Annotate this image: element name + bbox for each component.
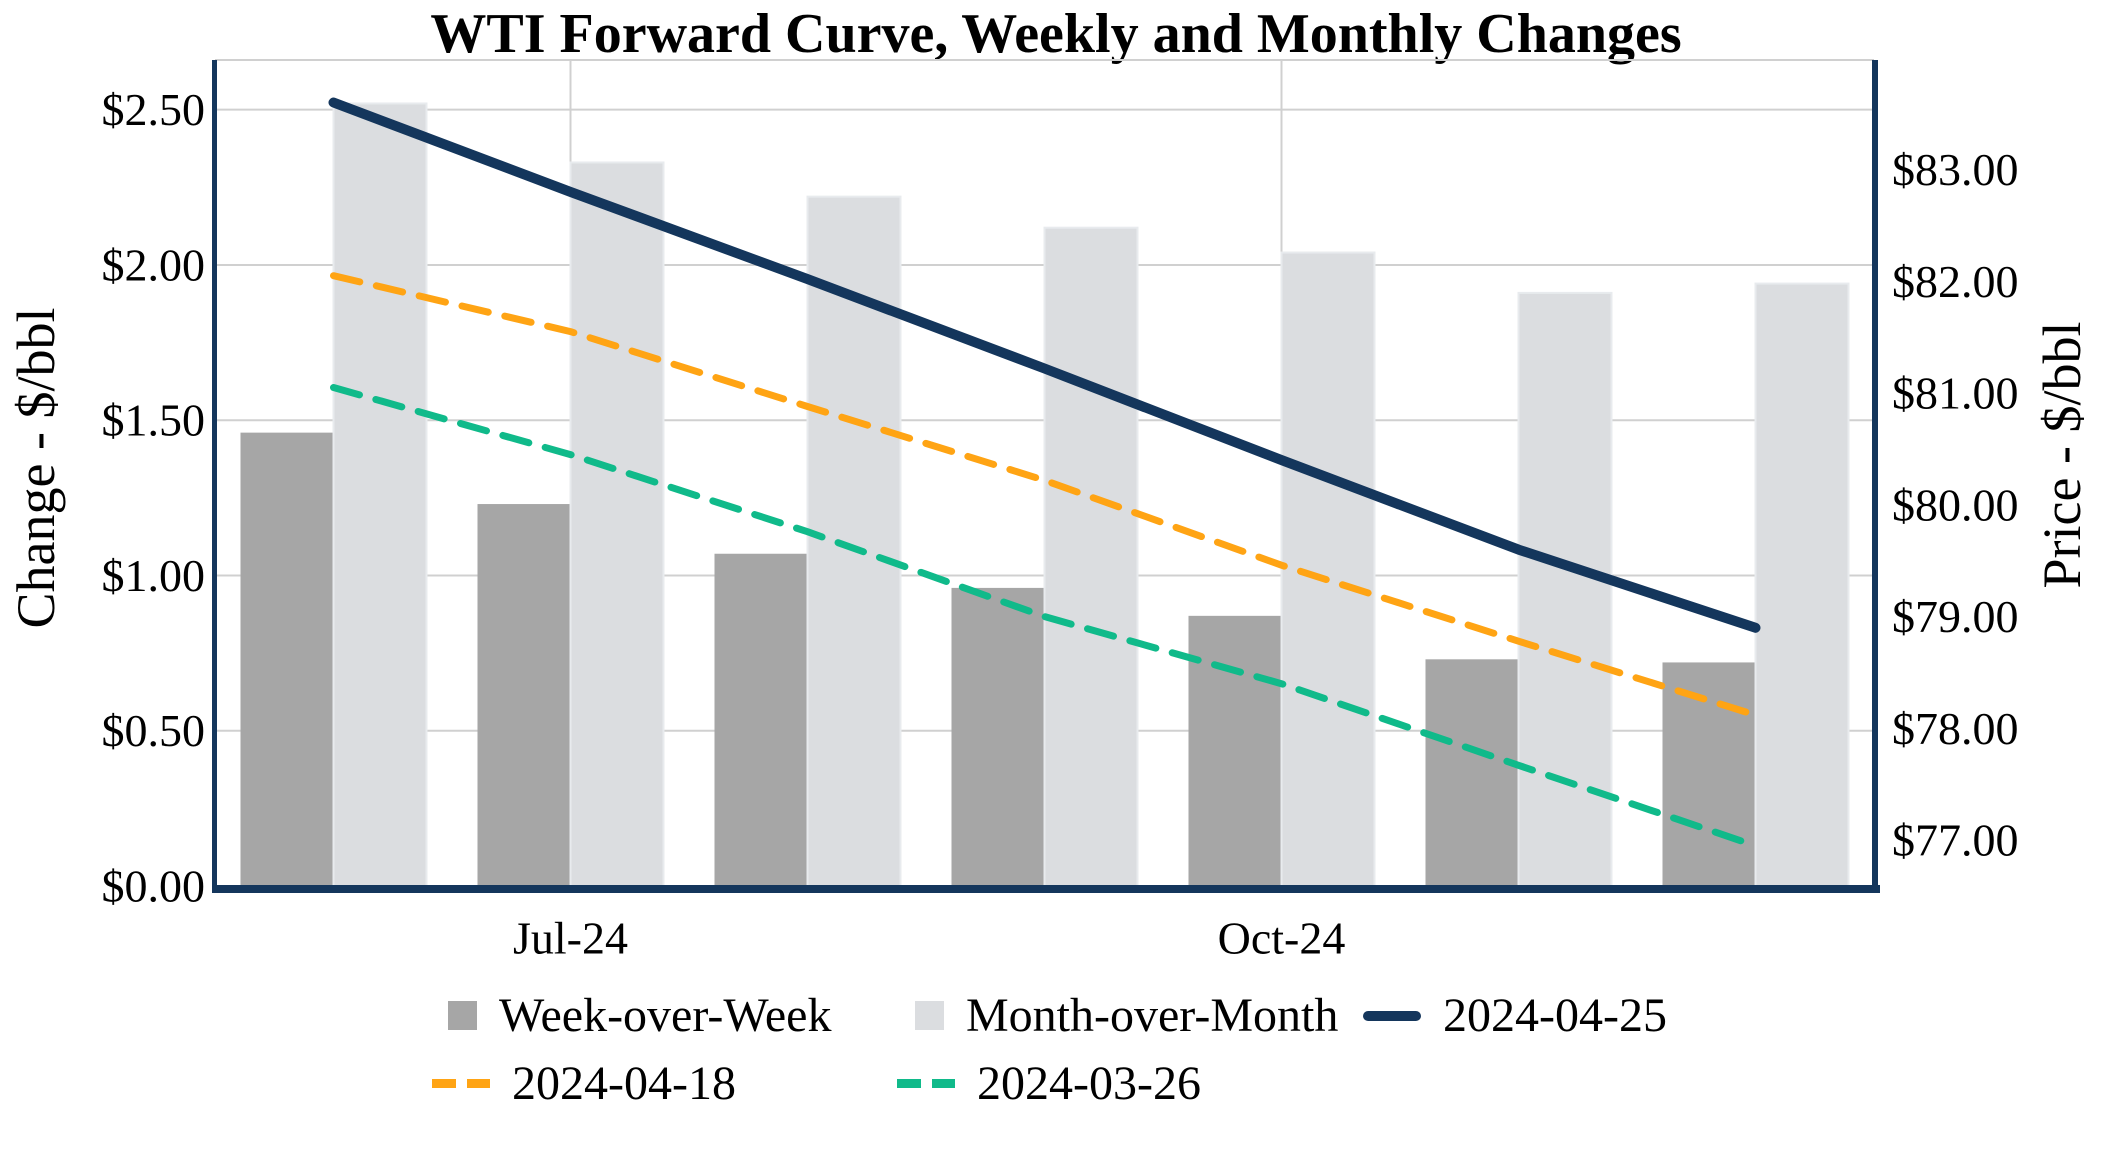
legend-label: Month-over-Month xyxy=(966,989,1339,1042)
right-axis-tick-label: $82.00 xyxy=(1892,256,2019,307)
line-2024-04-18 xyxy=(330,272,1759,719)
bar-month-over-month-6 xyxy=(1754,282,1850,888)
legend-item-week-over-week: Week-over-Week xyxy=(448,988,831,1043)
bar-week-over-week-6 xyxy=(1662,662,1756,886)
right-axis-tick-label: $81.00 xyxy=(1892,368,2019,419)
right-axis-tick-label: $78.00 xyxy=(1892,703,2019,754)
x-axis-tick-label: Jul-24 xyxy=(513,913,628,964)
bar-month-over-month-4 xyxy=(1280,251,1376,888)
week-over-week-swatch-icon xyxy=(448,1001,477,1030)
left-axis-title: Change - $/bbl xyxy=(6,307,66,629)
bar-month-over-month-1 xyxy=(569,161,665,887)
chart-title: WTI Forward Curve, Weekly and Monthly Ch… xyxy=(430,3,1682,65)
legend-label: 2024-04-18 xyxy=(512,1057,736,1110)
legend-label: 2024-04-25 xyxy=(1443,989,1667,1042)
bar-month-over-month-3 xyxy=(1043,226,1139,887)
bar-week-over-week-5 xyxy=(1425,659,1519,886)
left-axis-tick-label: $2.50 xyxy=(102,84,206,135)
line-2024-03-26 xyxy=(330,384,1759,850)
left-axis-tick-label: $1.50 xyxy=(102,395,206,446)
right-axis-title: Price - $/bbl xyxy=(2032,321,2092,589)
left-axis-tick-label: $1.00 xyxy=(102,550,206,601)
right-axis-tick-label: $80.00 xyxy=(1892,479,2019,530)
left-axis-tick-label: $2.00 xyxy=(102,239,206,290)
bar-week-over-week-2 xyxy=(714,553,808,886)
legend-label: 2024-03-26 xyxy=(977,1057,1201,1110)
right-axis-line xyxy=(1872,60,1878,890)
legend-item-month-over-month: Month-over-Month xyxy=(915,988,1338,1043)
right-axis-tick-label: $77.00 xyxy=(1892,815,2019,866)
left-axis-line xyxy=(212,60,217,890)
month-over-month-swatch-icon xyxy=(915,1001,944,1030)
legend-item-2024-04-18: 2024-04-18 xyxy=(432,1056,736,1111)
bar-week-over-week-0 xyxy=(240,432,334,886)
x-axis-tick-label: Oct-24 xyxy=(1218,913,1346,964)
right-axis-tick-label: $83.00 xyxy=(1892,144,2019,195)
legend-label: Week-over-Week xyxy=(499,989,832,1042)
line-2024-04-25 xyxy=(328,97,1761,633)
legend-item-2024-04-25: 2024-04-25 xyxy=(1363,988,1667,1043)
left-axis-tick-label: $0.50 xyxy=(102,705,206,756)
bar-week-over-week-4 xyxy=(1188,615,1282,886)
bar-month-over-month-5 xyxy=(1517,291,1613,888)
right-axis-tick-label: $79.00 xyxy=(1892,591,2019,642)
bar-week-over-week-3 xyxy=(951,587,1045,886)
bar-month-over-month-0 xyxy=(332,102,428,887)
left-axis-tick-label: $0.00 xyxy=(102,861,206,912)
solid-line-swatch-icon xyxy=(1363,1010,1421,1021)
green-dashed-swatch-icon xyxy=(897,1079,955,1088)
bottom-axis-line xyxy=(212,885,1880,893)
orange-dashed-swatch-icon xyxy=(432,1079,490,1088)
legend-item-2024-03-26: 2024-03-26 xyxy=(897,1056,1201,1111)
bar-week-over-week-1 xyxy=(477,504,571,886)
